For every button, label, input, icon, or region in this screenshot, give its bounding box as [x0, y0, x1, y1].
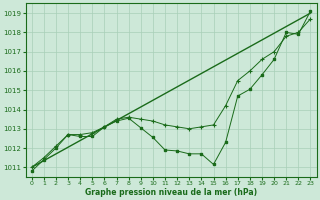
X-axis label: Graphe pression niveau de la mer (hPa): Graphe pression niveau de la mer (hPa) — [85, 188, 257, 197]
